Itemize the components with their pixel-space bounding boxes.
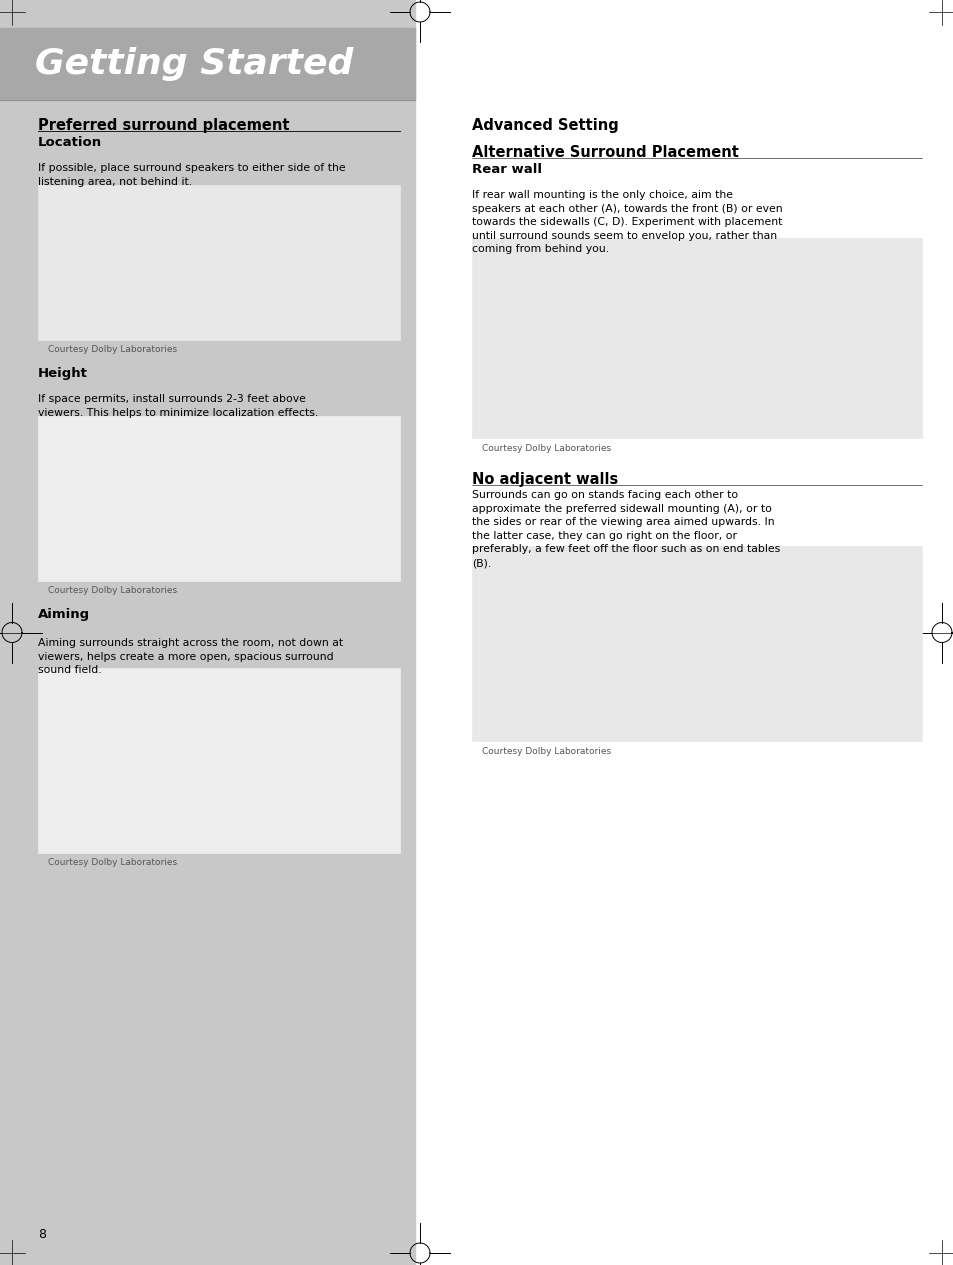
Text: Rear wall: Rear wall: [472, 163, 541, 176]
Bar: [38, 416, 399, 581]
Bar: [472, 238, 921, 438]
Text: Courtesy Dolby Laboratories: Courtesy Dolby Laboratories: [48, 858, 177, 867]
Text: Aiming surrounds straight across the room, not down at
viewers, helps create a m: Aiming surrounds straight across the roo…: [38, 638, 343, 676]
Text: If rear wall mounting is the only choice, aim the
speakers at each other (A), to: If rear wall mounting is the only choice…: [472, 190, 781, 254]
Bar: [38, 185, 399, 340]
Text: If possible, place surround speakers to either side of the
listening area, not b: If possible, place surround speakers to …: [38, 163, 345, 187]
Text: Location: Location: [38, 137, 102, 149]
Text: Courtesy Dolby Laboratories: Courtesy Dolby Laboratories: [481, 748, 611, 756]
Text: Height: Height: [38, 367, 88, 380]
Bar: [0, 28, 415, 100]
Text: Aiming: Aiming: [38, 608, 90, 621]
Text: Courtesy Dolby Laboratories: Courtesy Dolby Laboratories: [481, 444, 611, 453]
Text: Getting Started: Getting Started: [35, 47, 353, 81]
Bar: [38, 668, 399, 853]
Text: If space permits, install surrounds 2-3 feet above
viewers. This helps to minimi: If space permits, install surrounds 2-3 …: [38, 393, 318, 417]
Text: Courtesy Dolby Laboratories: Courtesy Dolby Laboratories: [48, 345, 177, 354]
Text: Alternative Surround Placement: Alternative Surround Placement: [472, 145, 739, 159]
Text: Preferred surround placement: Preferred surround placement: [38, 118, 289, 133]
Bar: [472, 546, 921, 741]
Text: 8: 8: [38, 1228, 46, 1241]
Text: Courtesy Dolby Laboratories: Courtesy Dolby Laboratories: [48, 586, 177, 595]
Text: Advanced Setting: Advanced Setting: [472, 118, 618, 133]
Text: Surrounds can go on stands facing each other to
approximate the preferred sidewa: Surrounds can go on stands facing each o…: [472, 490, 780, 568]
Bar: [0, 0, 415, 1265]
Text: No adjacent walls: No adjacent walls: [472, 472, 618, 487]
